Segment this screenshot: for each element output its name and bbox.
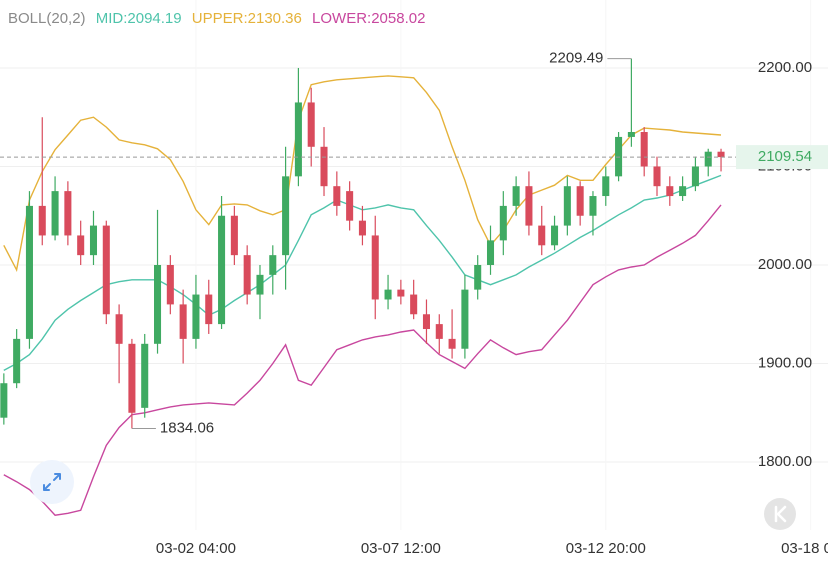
min-label: 1834.06 <box>160 419 214 436</box>
scroll-latest-icon <box>774 505 787 523</box>
candle-body <box>525 186 533 226</box>
candle-body <box>397 289 405 297</box>
y-tick-label: 1800.00 <box>758 453 812 470</box>
candle-body <box>435 324 443 339</box>
candle-body <box>589 196 597 216</box>
indicator-label: BOLL(20,2) <box>8 10 86 27</box>
candle-body <box>77 235 85 256</box>
candle-body <box>422 314 430 330</box>
candle-body <box>166 265 174 305</box>
candle-body <box>282 176 290 256</box>
candle-body <box>320 146 328 187</box>
candle-body <box>115 314 123 344</box>
candle-body <box>602 176 610 197</box>
candle-body <box>128 343 136 413</box>
candle-body <box>141 343 149 408</box>
candle-body <box>551 225 559 246</box>
candle-body <box>13 338 21 384</box>
candle-body <box>474 265 482 290</box>
legend-entry: LOWER:2058.02 <box>312 10 425 27</box>
candle-body <box>627 132 635 137</box>
legend: BOLL(20,2) MID:2094.19 UPPER:2130.36 LOW… <box>8 10 425 27</box>
candle-body <box>25 205 33 339</box>
expand-button[interactable] <box>30 460 74 504</box>
x-tick-label: 03-07 12:00 <box>361 540 441 557</box>
scroll-latest-bg <box>764 498 796 530</box>
candle-body <box>691 166 699 187</box>
x-tick-label: 03-18 04 <box>781 540 828 557</box>
scroll-latest-button[interactable] <box>764 498 796 530</box>
candle-body <box>333 186 341 206</box>
y-tick-label: 1900.00 <box>758 354 812 371</box>
candle-body <box>230 215 238 256</box>
last-price-tag <box>736 145 828 170</box>
y-tick-label: 2200.00 <box>758 59 812 76</box>
x-tick-label: 03-02 04:00 <box>156 540 236 557</box>
candle-body <box>666 186 674 197</box>
x-tick-label: 03-12 20:00 <box>566 540 646 557</box>
candle-body <box>218 215 226 325</box>
candle-body <box>653 166 661 187</box>
candle-body <box>307 102 315 147</box>
candle-body <box>563 186 571 226</box>
candle-body <box>486 240 495 265</box>
candle-body <box>89 225 98 256</box>
band-line <box>3 204 722 516</box>
expand-icon <box>43 473 61 491</box>
candle-body <box>640 132 648 167</box>
candle-body <box>717 151 725 158</box>
candle-body <box>538 225 546 246</box>
legend-entry: UPPER:2130.36 <box>192 10 302 27</box>
candle-body <box>448 338 456 349</box>
candle-body <box>51 191 59 236</box>
max-label: 2209.49 <box>549 50 603 67</box>
candle-body <box>205 294 213 325</box>
candles <box>0 58 725 429</box>
candle-body <box>192 294 200 339</box>
bands <box>3 75 722 516</box>
candle-body <box>64 191 72 236</box>
y-tick-label: 2000.00 <box>758 256 812 273</box>
candle-body <box>576 186 584 216</box>
candle-body <box>269 255 277 275</box>
candle-body <box>346 191 354 221</box>
legend-entry: MID:2094.19 <box>96 10 182 27</box>
candle-body <box>512 186 520 206</box>
candle-body <box>704 151 712 167</box>
last-price-label: 2109.54 <box>758 148 812 165</box>
candle-body <box>294 102 302 177</box>
candle-body <box>38 205 46 236</box>
band-line <box>3 75 722 273</box>
expand-button-bg <box>30 460 74 504</box>
candle-body <box>154 265 162 344</box>
labels: 1800.001900.002000.002100.002200.0003-02… <box>0 50 828 557</box>
candle-body <box>461 289 469 349</box>
candle-body <box>371 235 379 300</box>
candle-body <box>0 383 8 418</box>
candle-body <box>243 255 251 295</box>
candle-body <box>358 220 366 236</box>
candle-body <box>679 186 687 197</box>
candle-body <box>102 225 110 315</box>
candle-body <box>410 294 418 315</box>
candle-body <box>179 304 187 339</box>
candle-body <box>256 274 264 295</box>
candle-body <box>499 205 507 241</box>
grid <box>0 67 828 463</box>
candle-body <box>384 289 392 300</box>
